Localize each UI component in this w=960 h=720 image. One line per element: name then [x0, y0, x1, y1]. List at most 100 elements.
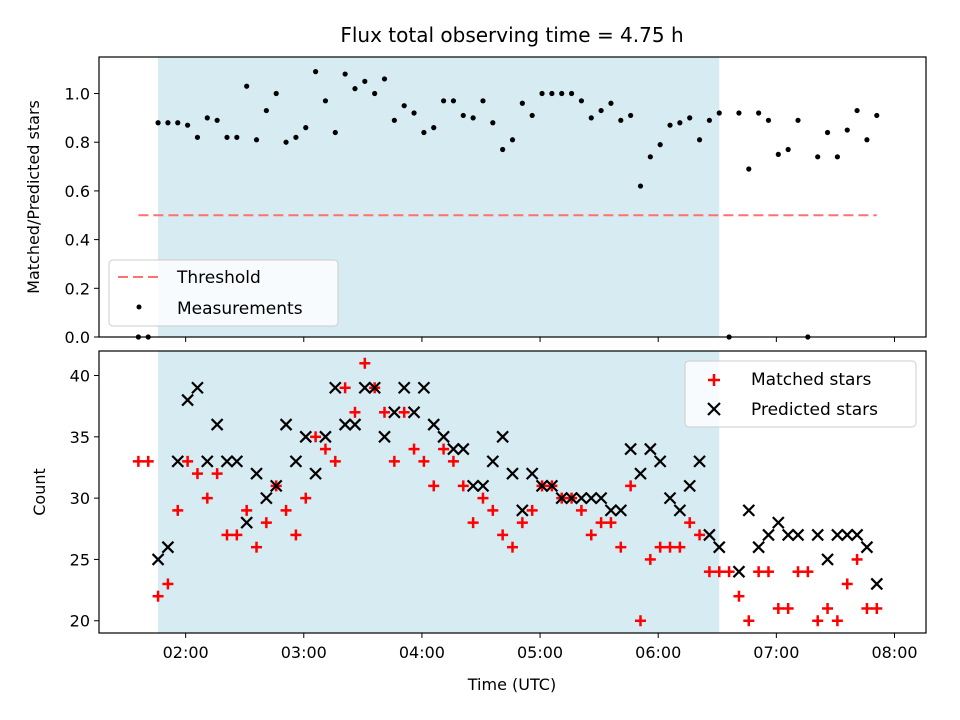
measurement-point: [864, 137, 870, 143]
top-legend: Threshold Measurements: [108, 259, 339, 327]
predicted-star-point: [240, 516, 253, 529]
measurement-point: [244, 83, 250, 89]
measurement-point: [637, 183, 644, 189]
measurement-point: [293, 134, 299, 140]
predicted-star-point: [201, 455, 214, 468]
predicted-star-point: [870, 577, 884, 591]
matched-star-point: [477, 492, 489, 504]
y-tick-label: 0.4: [65, 231, 90, 250]
matched-star-point: [507, 541, 518, 553]
measurement-point: [440, 98, 447, 104]
matched-star-point: [526, 504, 538, 516]
legend-measurements-label: Measurements: [177, 299, 303, 319]
predicted-star-point: [762, 528, 775, 542]
measurement-point: [480, 98, 486, 104]
bottom-x-ticks: 02:00 03:00 04:00 05:00 06:00 07:00 08:00: [163, 633, 918, 662]
predicted-star-point: [476, 479, 490, 493]
legend-predicted-swatch: [707, 402, 721, 416]
x-tick-label: 06:00: [635, 643, 681, 662]
matched-star-point: [733, 590, 745, 602]
matched-star-point: [241, 504, 253, 516]
legend-measurements-swatch: [136, 304, 142, 310]
predicted-star-point: [594, 491, 608, 505]
matched-star-point: [674, 541, 686, 553]
matched-star-point: [349, 406, 361, 418]
matched-star-point: [703, 566, 715, 578]
predicted-star-point: [437, 430, 450, 444]
predicted-star-point: [624, 442, 637, 456]
predicted-star-point: [309, 467, 322, 480]
matched-star-point: [379, 406, 391, 418]
matched-star-point: [851, 553, 863, 565]
measurement-point: [332, 129, 338, 136]
matched-star-point: [871, 602, 883, 614]
predicted-star-point: [703, 528, 716, 542]
y-tick-label: 30: [70, 489, 90, 508]
matched-star-point: [319, 443, 331, 455]
measurement-point: [460, 112, 466, 119]
predicted-star-point: [663, 491, 677, 505]
predicted-star-point: [821, 553, 834, 566]
predicted-star-point: [752, 540, 765, 554]
predicted-star-point: [319, 430, 332, 444]
matched-star-point: [329, 455, 341, 467]
matched-star-point: [221, 529, 233, 541]
predicted-star-point: [840, 528, 854, 542]
predicted-star-point: [565, 491, 578, 505]
measurement-point: [529, 112, 535, 119]
measurement-point: [401, 103, 407, 109]
matched-star-point: [260, 517, 272, 529]
measurement-point: [549, 90, 555, 97]
y-tick-label: 20: [70, 612, 90, 631]
measurement-point: [706, 117, 713, 123]
measurement-point: [795, 117, 801, 123]
measurement-point: [224, 134, 230, 140]
predicted-star-point: [742, 504, 756, 517]
measurement-point: [628, 112, 634, 119]
measurement-point: [283, 139, 289, 145]
matched-star-point: [822, 602, 834, 614]
bottom-axes-frame: [98, 350, 927, 634]
y-tick-label: 1.0: [65, 85, 90, 104]
matched-star-point: [280, 504, 292, 516]
predicted-star-point: [506, 467, 519, 480]
predicted-star-point: [368, 381, 381, 395]
measurement-point: [785, 146, 791, 153]
predicted-star-point: [860, 540, 874, 554]
predicted-star-point: [161, 540, 175, 554]
matched-star-point: [457, 480, 469, 492]
measurement-point: [490, 120, 496, 126]
matched-star-point: [290, 529, 302, 541]
predicted-star-point: [260, 491, 273, 505]
matched-star-point: [447, 455, 459, 467]
measurement-point: [854, 107, 860, 114]
predicted-star-point: [269, 479, 283, 493]
y-tick-label: 0.2: [65, 279, 90, 298]
predicted-star-point: [486, 455, 500, 468]
predicted-star-point: [348, 418, 362, 431]
measurement-point: [303, 125, 309, 131]
chart-title: Flux total observing time = 4.75 h: [340, 23, 683, 47]
measurement-point: [234, 134, 240, 140]
predicted-star-point: [447, 442, 460, 456]
predicted-star-point: [781, 528, 795, 542]
predicted-star-point: [329, 381, 342, 395]
matched-star-point: [300, 492, 312, 504]
predicted-star-point: [397, 381, 411, 395]
predicted-star-point: [831, 528, 844, 542]
y-tick-label: 0.6: [65, 182, 90, 201]
matched-star-point: [615, 541, 627, 553]
matched-star-point: [251, 541, 263, 553]
measurement-point: [175, 120, 181, 126]
measurement-point: [470, 115, 476, 121]
bottom-y-ticks: 20 25 30 35 40: [70, 367, 99, 631]
predicted-star-point: [614, 504, 628, 517]
measurement-point: [214, 117, 220, 123]
matched-star-point: [743, 615, 755, 627]
predicted-star-point: [535, 479, 549, 493]
matched-star-point: [625, 480, 637, 492]
predicted-star-point: [230, 455, 244, 468]
matched-star-point: [812, 615, 824, 627]
measurement-point: [519, 100, 525, 106]
measurement-point: [765, 117, 772, 123]
